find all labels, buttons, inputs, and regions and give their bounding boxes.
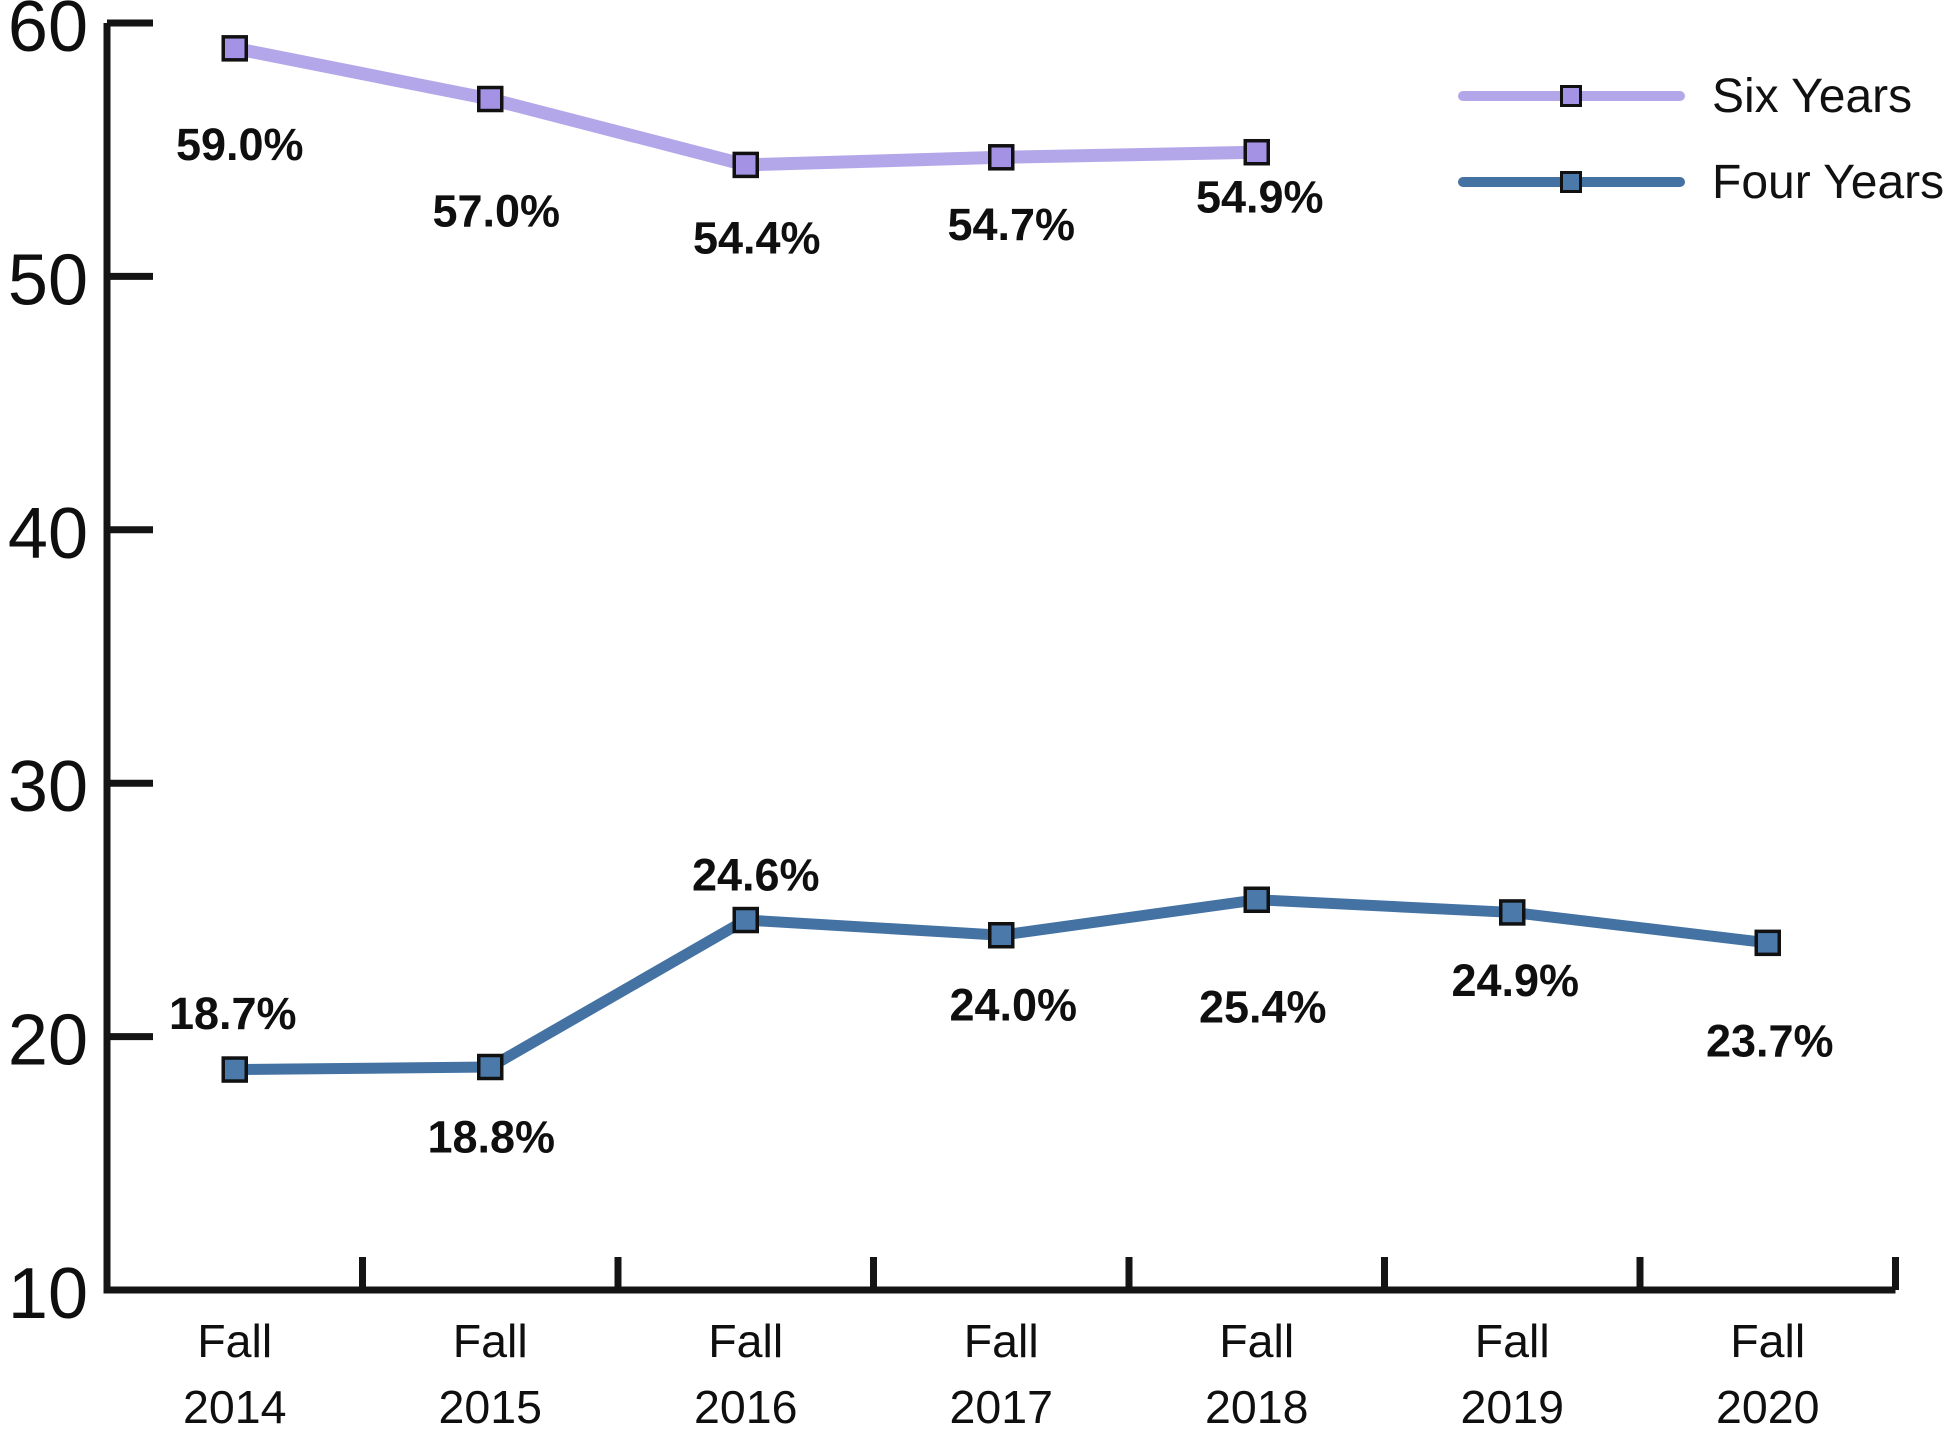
x-category-label: Fall 2016 xyxy=(694,1315,797,1433)
x-category-label: Fall 2019 xyxy=(1461,1315,1564,1433)
six-years-marker-icon xyxy=(732,151,759,179)
y-tick-label: 50 xyxy=(8,240,88,320)
x-category-label: Fall 2017 xyxy=(950,1315,1053,1433)
six-years-marker-icon xyxy=(1243,138,1270,166)
series-line-six-years xyxy=(228,41,1264,172)
y-tick-label: 10 xyxy=(8,1254,88,1334)
legend-swatch-six-years xyxy=(1458,85,1685,107)
four-years-marker-icon xyxy=(477,1053,504,1081)
x-category-label: Fall 2015 xyxy=(439,1315,542,1433)
legend-label-four-years: Four Years xyxy=(1712,155,1945,209)
six-years-marker-icon xyxy=(988,144,1015,171)
y-tick-label: 40 xyxy=(8,494,88,574)
four-years-marker-icon xyxy=(988,921,1015,949)
data-label: 24.6% xyxy=(692,850,820,901)
data-label: 23.7% xyxy=(1706,1015,1834,1066)
six-years-marker-icon xyxy=(477,85,504,113)
data-label: 18.8% xyxy=(427,1112,555,1163)
x-category-label: Fall 2020 xyxy=(1716,1315,1819,1433)
four-years-marker-icon xyxy=(732,906,759,934)
legend-label-six-years: Six Years xyxy=(1712,69,1913,123)
data-label: 24.9% xyxy=(1451,955,1579,1006)
four-years-marker-icon xyxy=(1560,171,1582,193)
legend-swatch-four-years xyxy=(1458,171,1685,193)
four-years-marker-icon xyxy=(1754,929,1781,957)
data-label: 54.9% xyxy=(1196,172,1324,223)
six-years-marker-icon xyxy=(221,35,248,62)
legend: Six Years Four Years xyxy=(1458,53,1944,225)
data-label: 25.4% xyxy=(1199,981,1327,1032)
legend-row-four-years: Four Years xyxy=(1458,139,1944,225)
y-tick-label: 20 xyxy=(8,1001,88,1081)
legend-row-six-years: Six Years xyxy=(1458,53,1944,139)
y-tick-label: 30 xyxy=(8,747,88,827)
data-label: 54.4% xyxy=(693,212,821,263)
axis-lines xyxy=(103,23,1896,1294)
x-category-label: Fall 2018 xyxy=(1205,1315,1308,1433)
four-years-marker-icon xyxy=(221,1056,248,1083)
data-label: 59.0% xyxy=(176,119,304,170)
x-category-label: Fall 2014 xyxy=(183,1315,286,1433)
data-label: 24.0% xyxy=(949,980,1077,1031)
six-years-marker-icon xyxy=(1560,85,1582,107)
y-tick-label: 60 xyxy=(8,0,88,67)
data-label: 54.7% xyxy=(947,199,1075,250)
data-label: 18.7% xyxy=(169,988,297,1039)
four-years-marker-icon xyxy=(1243,886,1270,914)
data-label: 57.0% xyxy=(432,186,560,237)
four-years-marker-icon xyxy=(1499,899,1526,926)
